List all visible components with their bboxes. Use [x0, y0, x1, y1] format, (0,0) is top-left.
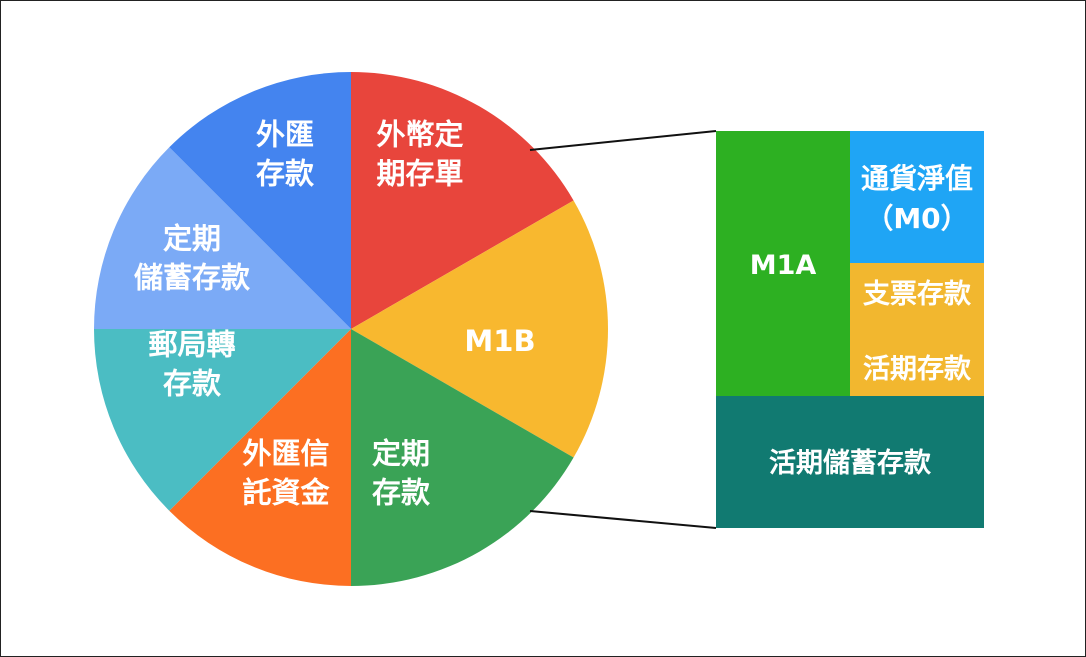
pie-label-fx-deposit-line2: 存款 — [256, 157, 315, 191]
m1b-breakdown: M1A 通貨淨值 （M0） 支票存款 活期存款 活期儲蓄存款 — [716, 131, 984, 528]
pie-slice-postal — [94, 329, 351, 511]
pie-label-fx-cd-line2: 期存單 — [376, 157, 463, 191]
pie-label-time-deposit-line1: 定期 — [372, 437, 430, 471]
pie-slice-fx-trust — [169, 329, 351, 586]
checking-deposit-label: 支票存款 — [863, 279, 972, 310]
pie-label-fx-cd-line1: 外幣定 — [376, 118, 463, 152]
currency-label-line2: （M0） — [865, 202, 968, 235]
pie-label-time-savings-line1: 定期 — [163, 222, 221, 256]
pie-label-fx-deposit-line1: 外匯 — [256, 118, 314, 152]
savings-box — [716, 396, 984, 528]
currency-label-line1: 通貨淨值 — [861, 162, 973, 195]
pie-label-time-deposit-line2: 存款 — [372, 476, 431, 510]
connector-line-bottom — [529, 510, 717, 529]
savings-label: 活期儲蓄存款 — [769, 448, 932, 479]
demand-deposit-label: 活期存款 — [863, 354, 972, 385]
currency-box — [850, 131, 984, 263]
pie-slice-fx-deposit — [169, 72, 351, 329]
pie-label-time-savings-line2: 儲蓄存款 — [134, 261, 251, 295]
pie-label-fx-trust-line1: 外匯信 — [242, 437, 329, 471]
pie-label-fx-trust-line2: 託資金 — [242, 476, 330, 510]
m1a-label: M1A — [750, 250, 817, 281]
pie-label-postal-line1: 郵局轉 — [148, 328, 235, 362]
pie-slice-time-deposit — [351, 329, 574, 586]
pie-label-m1b-line1: M1B — [464, 324, 535, 358]
m1a-box — [716, 131, 850, 396]
pie-slice-fx-cd — [351, 72, 574, 329]
pie-slice-time-savings — [94, 147, 351, 329]
pie-label-postal-line2: 存款 — [163, 367, 222, 401]
checking-demand-box — [850, 263, 984, 396]
pie-slice-m1b — [351, 200, 608, 458]
connector-line-top — [529, 130, 717, 151]
